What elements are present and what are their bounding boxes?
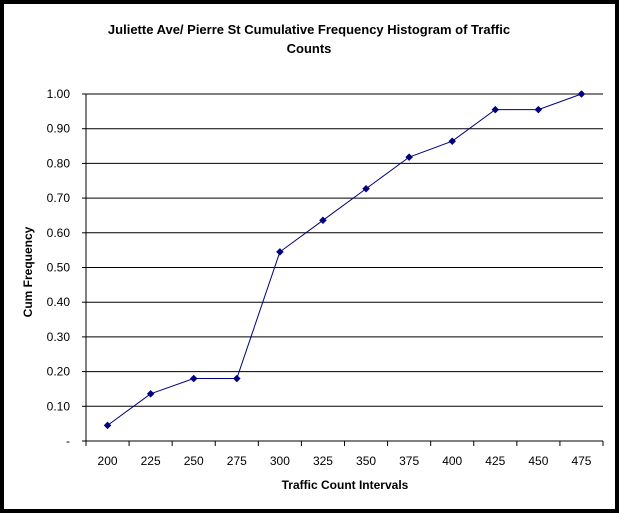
y-tick-label: 0.20 bbox=[47, 365, 71, 379]
data-point bbox=[534, 105, 543, 114]
x-tick-label: 425 bbox=[485, 454, 505, 468]
data-point bbox=[491, 105, 500, 114]
x-tick-label: 450 bbox=[528, 454, 548, 468]
y-tick-label: 0.80 bbox=[47, 156, 71, 170]
series-cum-frequency bbox=[103, 90, 586, 430]
x-tick-label: 475 bbox=[571, 454, 591, 468]
y-tick-label: 0.50 bbox=[47, 261, 71, 275]
chart-frame: Juliette Ave/ Pierre St Cumulative Frequ… bbox=[4, 4, 615, 509]
data-point bbox=[362, 184, 370, 193]
x-tick-label: 350 bbox=[356, 454, 376, 468]
chart-title: Juliette Ave/ Pierre St Cumulative Frequ… bbox=[108, 22, 510, 56]
gridlines bbox=[86, 93, 603, 407]
data-point bbox=[276, 248, 284, 256]
chart-svg: Juliette Ave/ Pierre St Cumulative Frequ… bbox=[21, 22, 604, 492]
y-tick-label: - bbox=[66, 434, 70, 448]
y-tick-labels: - 0.10 0.20 0.30 0.40 0.50 0.60 0.70 0.80 0.90 1.0… bbox=[47, 87, 71, 448]
chart-title-line-2: Counts bbox=[287, 41, 332, 56]
data-point bbox=[405, 153, 413, 162]
y-tick-label: 0.60 bbox=[47, 226, 71, 240]
x-tick-label: 275 bbox=[227, 454, 247, 468]
data-point bbox=[448, 137, 457, 146]
data-point bbox=[103, 421, 112, 430]
data-point bbox=[319, 216, 327, 225]
x-tick-label: 300 bbox=[270, 454, 290, 468]
x-tick-label: 375 bbox=[399, 454, 419, 468]
y-tick-label: 0.30 bbox=[47, 330, 71, 344]
y-tick-label: 0.10 bbox=[47, 399, 71, 413]
y-axis-title: Cum Frequency bbox=[21, 226, 35, 317]
x-tick-label: 225 bbox=[141, 454, 161, 468]
x-tick-label: 400 bbox=[442, 454, 462, 468]
chart-title-line-1: Juliette Ave/ Pierre St Cumulative Frequ… bbox=[108, 22, 510, 37]
data-point bbox=[232, 374, 241, 383]
data-point bbox=[189, 374, 198, 383]
y-tick-label: 0.70 bbox=[47, 191, 71, 205]
data-point bbox=[577, 90, 586, 98]
x-tick-label: 325 bbox=[313, 454, 333, 468]
x-tick-labels: 200 225 250 275 300 325 350 375 400 425 450 475 bbox=[98, 454, 592, 468]
y-tick-label: 1.00 bbox=[47, 87, 71, 101]
y-tick-label: 0.40 bbox=[47, 295, 71, 309]
axes bbox=[82, 93, 604, 446]
x-axis-title: Traffic Count Intervals bbox=[282, 478, 409, 492]
series-line bbox=[107, 93, 582, 426]
y-tick-label: 0.90 bbox=[47, 122, 71, 136]
x-tick-label: 250 bbox=[184, 454, 204, 468]
x-tick-label: 200 bbox=[98, 454, 118, 468]
data-point bbox=[146, 389, 155, 398]
